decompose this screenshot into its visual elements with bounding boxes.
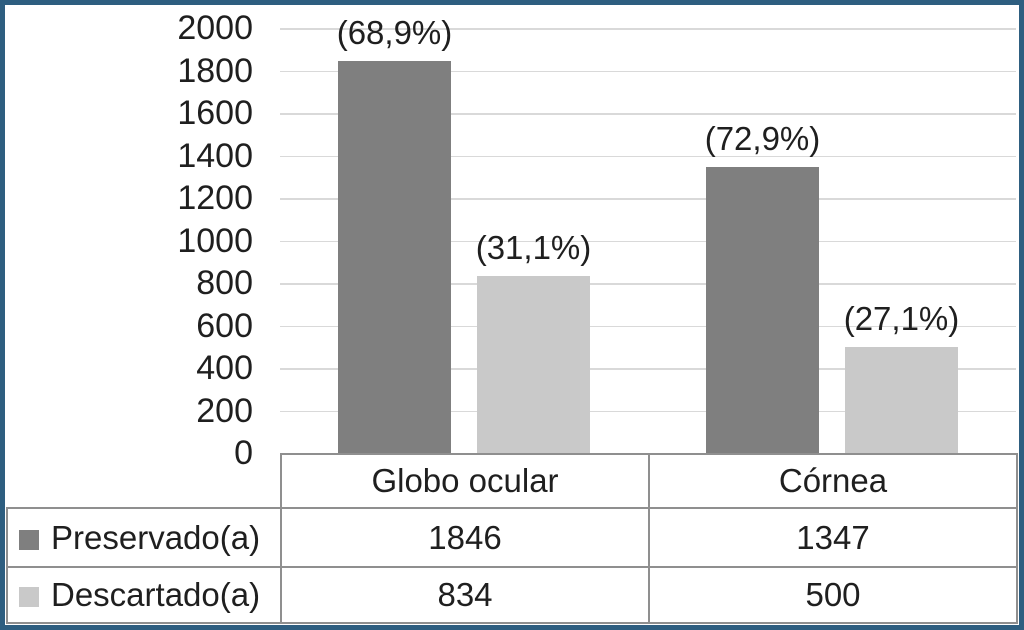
y-axis-tick-label: 2000 — [177, 9, 253, 47]
category-header-cell: Córnea — [648, 453, 1018, 509]
y-axis-tick-label: 1800 — [177, 51, 253, 90]
value-cell: 1347 — [648, 507, 1018, 568]
bar — [338, 60, 451, 453]
bar-group-globo-ocular: (68,9%) (31,1%) — [280, 15, 648, 453]
gridline — [280, 113, 1016, 115]
bar-groups: (68,9%) (31,1%) (72,9%) (27,1%) — [280, 15, 1016, 453]
bar-group-cornea: (72,9%) (27,1%) — [648, 28, 1016, 453]
table-row: Descartado(a) 834 500 — [6, 566, 1018, 624]
category-header-cell: Globo ocular — [280, 453, 650, 509]
y-axis-tick-label: 1400 — [177, 136, 253, 175]
gridline — [280, 155, 1016, 157]
table-row: Globo ocular Córnea — [7, 453, 1018, 509]
y-axis-labels: 2000 1800 1600 1400 1200 1000 800 600 400 200 0 — [5, 11, 270, 470]
legend-cell: Preservado(a) — [6, 507, 282, 568]
gridline — [280, 410, 1016, 412]
bar-percentage-label: (31,1%) — [475, 229, 592, 267]
bar-with-label: (68,9%) — [337, 15, 452, 453]
bar — [706, 166, 819, 453]
table-row: Preservado(a) 1846 1347 — [6, 507, 1018, 568]
bar-with-label: (31,1%) — [475, 28, 592, 453]
y-axis-tick-label: 1200 — [177, 179, 253, 217]
plot-area: (68,9%) (31,1%) (72,9%) (27,1%) — [280, 15, 1016, 453]
gridline — [280, 198, 1016, 200]
data-table: Globo ocular Córnea Preservado(a) 1846 1… — [6, 453, 1018, 624]
gridline — [280, 70, 1016, 72]
legend-cell: Descartado(a) — [6, 566, 282, 624]
value-cell: 834 — [280, 566, 650, 624]
y-axis-tick-label: 200 — [196, 391, 253, 430]
empty-corner-cell — [7, 454, 281, 508]
y-axis-tick-label: 800 — [196, 264, 253, 302]
legend-label: Preservado(a) — [51, 518, 261, 556]
bar-percentage-label: (68,9%) — [336, 14, 453, 52]
y-axis-tick-label: 400 — [196, 349, 253, 387]
y-axis-tick-label: 600 — [196, 306, 253, 345]
gridline — [280, 368, 1016, 370]
bar-percentage-label: (27,1%) — [843, 300, 960, 338]
bar — [845, 346, 958, 453]
y-axis-tick-label: 1600 — [177, 94, 253, 132]
gridlines — [280, 28, 1016, 453]
bar-with-label: (27,1%) — [843, 28, 960, 453]
bar-with-label: (72,9%) — [704, 28, 821, 453]
legend-swatch-preservado — [19, 529, 39, 550]
y-axis-tick-label: 1000 — [177, 221, 253, 260]
gridline — [280, 325, 1016, 327]
bar — [477, 275, 590, 453]
bar-percentage-label: (72,9%) — [704, 120, 821, 158]
legend-label: Descartado(a) — [51, 576, 261, 613]
value-cell: 1846 — [280, 507, 650, 568]
legend-swatch-descartado — [19, 587, 39, 607]
value-cell: 500 — [648, 566, 1018, 624]
gridline — [280, 240, 1016, 242]
gridline — [280, 283, 1016, 285]
gridline — [280, 28, 1016, 30]
y-axis-tick-label: 0 — [234, 434, 253, 472]
